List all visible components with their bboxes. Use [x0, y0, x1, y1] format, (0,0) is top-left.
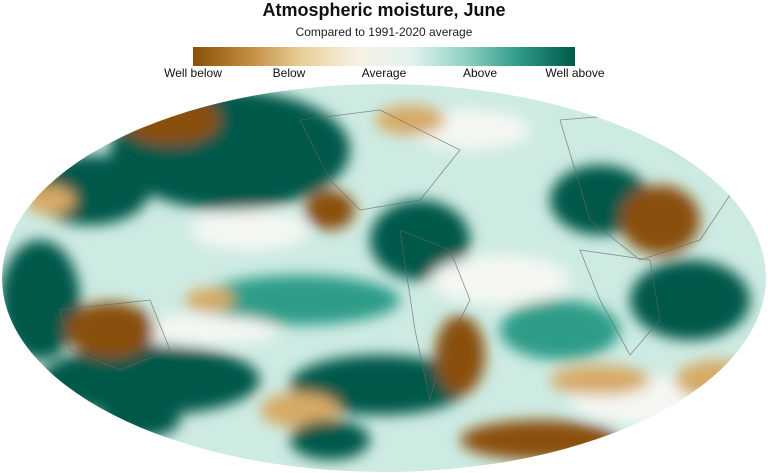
anomaly-region	[500, 300, 620, 360]
anomaly-region	[430, 255, 570, 305]
legend-label: Above	[462, 66, 498, 80]
anomaly-region	[190, 210, 310, 250]
anomaly-region	[375, 105, 445, 135]
anomaly-region	[260, 392, 340, 428]
legend-label: Below	[272, 66, 306, 80]
anomaly-region	[120, 315, 280, 345]
anomaly-region	[200, 275, 400, 325]
anomaly-field	[2, 90, 765, 460]
coastlines	[59, 109, 741, 401]
map-body	[2, 84, 766, 472]
anomaly-region	[290, 420, 370, 460]
anomaly-region	[2, 240, 80, 360]
anomaly-region	[25, 185, 75, 215]
anomaly-region	[370, 200, 470, 280]
legend-label: Well below	[164, 66, 222, 80]
coastline	[59, 299, 171, 371]
legend-gradient	[193, 47, 575, 66]
anomaly-region	[460, 420, 620, 460]
anomaly-region	[290, 355, 470, 415]
anomaly-region	[670, 110, 730, 150]
anomaly-region	[65, 302, 155, 358]
coastline	[579, 249, 661, 356]
anomaly-region	[40, 345, 260, 415]
coastline	[299, 109, 461, 211]
coastline	[399, 229, 471, 401]
anomaly-region	[550, 365, 650, 395]
anomaly-region	[120, 95, 220, 145]
title: Atmospheric moisture, June	[262, 0, 506, 20]
anomaly-region	[305, 190, 355, 230]
anomaly-region	[675, 360, 765, 400]
anomaly-region	[435, 315, 485, 395]
subtitle: Compared to 1991-2020 average	[295, 25, 473, 39]
legend-label: Average	[361, 66, 407, 80]
anomaly-region	[185, 288, 235, 312]
anomaly-region	[630, 260, 750, 340]
anomaly-region	[620, 185, 700, 255]
legend-label: Well above	[545, 66, 605, 80]
anomaly-region	[100, 402, 180, 438]
